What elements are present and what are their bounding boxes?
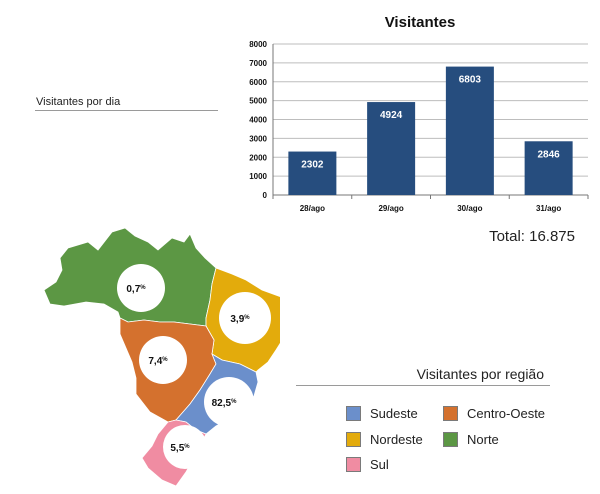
svg-text:3,9%: 3,9% [230,314,250,325]
y-tick-label: 2000 [249,153,267,162]
brazil-region-map: 0,7% 3,9% 7,4% 82,5% 5,5% [43,227,280,487]
x-tick-label: 28/ago [300,204,325,213]
y-tick-label: 6000 [249,78,267,87]
percent-sign: % [140,285,146,291]
region-visitors-label: Visitantes por região [416,366,544,382]
daily-label-divider [35,110,218,111]
legend-item-sul: Sul [346,457,389,472]
bar-28/ago [288,151,337,195]
legend-item-nordeste: Nordeste [346,432,423,447]
legend-swatch-sul [346,457,361,472]
svg-text:0,7%: 0,7% [126,284,146,295]
y-tick-label: 4000 [249,116,267,125]
svg-text:5,5%: 5,5% [170,443,190,454]
legend-label-norte: Norte [467,432,499,447]
legend-label-nordeste: Nordeste [370,432,423,447]
percent-sign: % [231,399,237,405]
region-label-divider [296,385,550,386]
x-tick-label: 30/ago [457,204,482,213]
bar-data-label: 2302 [301,160,324,171]
legend-swatch-sudeste [346,406,361,421]
legend-label-sul: Sul [370,457,389,472]
total-visitors: Total: 16.875 [489,228,575,245]
legend-label-sudeste: Sudeste [370,406,418,421]
percent-sign: % [162,357,168,363]
legend-label-centro-oeste: Centro-Oeste [467,406,546,421]
bar-data-label: 2846 [538,149,561,160]
x-tick-label: 31/ago [536,204,561,213]
percent-sign: % [244,315,250,321]
legend-item-centro-oeste: Centro-Oeste [443,406,545,421]
svg-text:7,4%: 7,4% [148,356,168,367]
badge-sul-value: 5,5 [170,443,184,454]
legend-item-sudeste: Sudeste [346,406,418,421]
legend-swatch-norte [443,432,458,447]
daily-visitors-label: Visitantes por dia [36,96,121,108]
badge-centro-oeste-value: 7,4 [148,356,162,367]
bar-30/ago [445,66,494,195]
badge-sul: 5,5% [163,425,207,469]
y-tick-label: 8000 [249,40,267,49]
x-tick-label: 29/ago [378,204,403,213]
bar-data-label: 4924 [380,110,403,121]
bar-29/ago [367,102,416,195]
y-tick-label: 1000 [249,172,267,181]
badge-sudeste: 82,5% [204,377,254,427]
badge-nordeste: 3,9% [219,292,271,344]
legend-swatch-centro-oeste [443,406,458,421]
bar-31/ago [524,141,573,195]
y-tick-label: 7000 [249,59,267,68]
badge-sudeste-value: 82,5 [212,398,232,409]
svg-text:82,5%: 82,5% [212,398,237,409]
badge-norte: 0,7% [117,264,165,312]
bar-data-label: 6803 [459,75,482,86]
badge-nordeste-value: 3,9 [230,314,244,325]
percent-sign: % [184,444,190,450]
y-tick-label: 5000 [249,97,267,106]
y-tick-label: 3000 [249,134,267,143]
badge-centro-oeste: 7,4% [139,336,187,384]
daily-visitors-bar-chart: Visitantes 0 1000 2000 3000 4000 5000 6000 7000… [249,14,589,213]
legend-item-norte: Norte [443,432,499,447]
badge-norte-value: 0,7 [126,284,140,295]
chart-title: Visitantes [385,14,456,31]
y-tick-label: 0 [263,191,268,200]
legend-swatch-nordeste [346,432,361,447]
